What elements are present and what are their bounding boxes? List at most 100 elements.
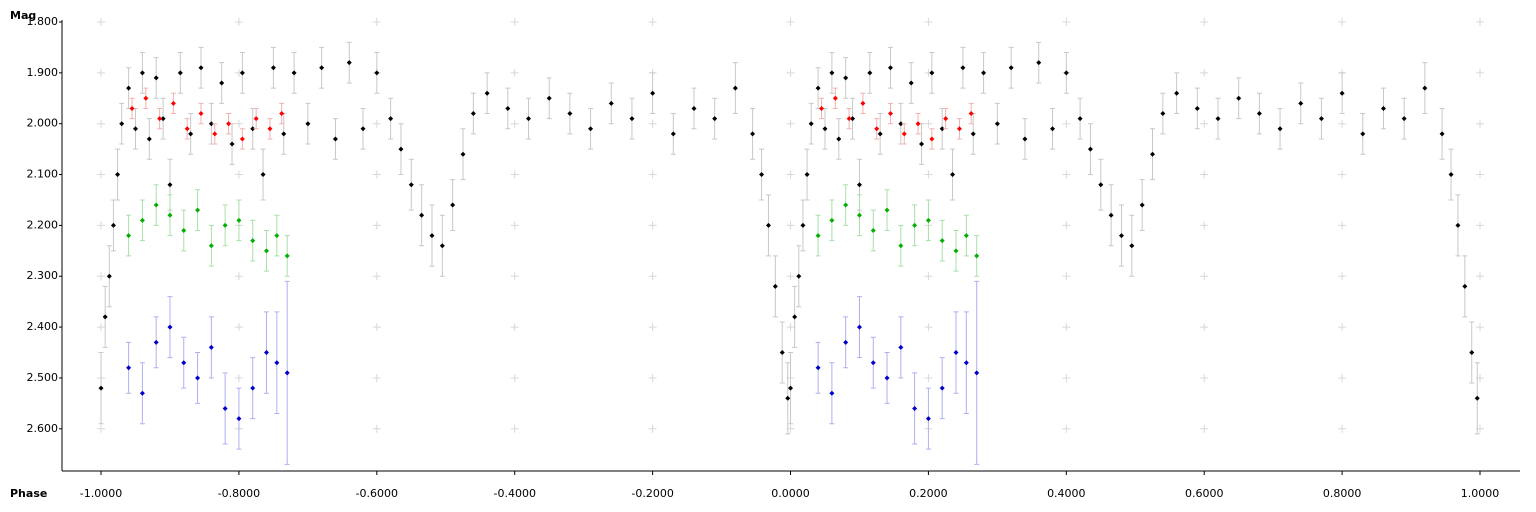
grid-marker — [1200, 170, 1209, 179]
data-point — [953, 350, 959, 356]
grid-marker — [1338, 272, 1347, 281]
data-point — [188, 131, 194, 137]
data-point — [963, 360, 969, 366]
data-point — [1339, 90, 1345, 96]
x-tick-label: 0.6000 — [1185, 487, 1224, 500]
grid-marker — [1062, 18, 1071, 26]
grid-marker — [648, 221, 657, 230]
data-point — [1469, 350, 1475, 356]
data-point — [925, 416, 931, 422]
data-point — [281, 131, 287, 137]
data-point — [102, 314, 108, 320]
grid-marker — [1062, 323, 1071, 332]
grid-marker — [924, 272, 933, 281]
grid-marker — [648, 424, 657, 433]
y-tick-label: 2.000 — [27, 117, 59, 130]
data-point — [670, 131, 676, 137]
data-point — [860, 100, 866, 106]
grid-marker — [1476, 272, 1485, 281]
data-point — [608, 100, 614, 106]
data-point — [1050, 126, 1056, 132]
grid-marker — [648, 18, 657, 26]
data-point — [291, 70, 297, 76]
data-point — [119, 121, 125, 127]
data-point — [939, 238, 945, 244]
data-point — [898, 121, 904, 127]
data-point — [408, 182, 414, 188]
data-point — [815, 233, 821, 239]
grid-marker — [372, 272, 381, 281]
data-point — [836, 136, 842, 142]
data-point — [360, 126, 366, 132]
grid-marker — [924, 119, 933, 128]
data-point — [843, 75, 849, 81]
data-point — [1448, 172, 1454, 178]
grid-marker — [510, 373, 519, 382]
data-point — [887, 111, 893, 117]
grid-marker — [1200, 68, 1209, 77]
grid-marker — [1200, 272, 1209, 281]
data-point — [1455, 222, 1461, 228]
data-point — [1174, 90, 1180, 96]
grid-marker — [786, 18, 795, 26]
data-point — [319, 65, 325, 71]
data-point — [236, 416, 242, 422]
data-point — [919, 141, 925, 147]
grid-marker — [234, 119, 243, 128]
data-point — [115, 172, 121, 178]
data-point — [126, 85, 132, 91]
data-point — [167, 324, 173, 330]
data-point — [963, 233, 969, 239]
grid-marker — [1338, 424, 1347, 433]
grid-marker — [786, 170, 795, 179]
data-point — [212, 131, 218, 137]
y-tick-label: 1.900 — [27, 66, 59, 79]
grid-marker — [924, 373, 933, 382]
data-point — [874, 126, 880, 132]
grid-marker — [1338, 119, 1347, 128]
data-point — [374, 70, 380, 76]
data-point — [98, 385, 104, 391]
grid-marker — [1200, 424, 1209, 433]
data-point — [1194, 105, 1200, 111]
data-point — [177, 70, 183, 76]
data-point — [226, 121, 232, 127]
data-point — [877, 131, 883, 137]
data-point — [832, 95, 838, 101]
data-point — [1150, 151, 1156, 157]
data-point — [250, 126, 256, 132]
data-point — [279, 111, 285, 117]
data-point — [1063, 70, 1069, 76]
grid-marker — [648, 272, 657, 281]
grid-marker — [1476, 18, 1485, 26]
grid-marker — [97, 18, 106, 26]
data-point — [208, 121, 214, 127]
grid-marker — [1338, 18, 1347, 26]
grid-marker — [924, 18, 933, 26]
data-point — [1022, 136, 1028, 142]
data-point — [139, 390, 145, 396]
grid-marker — [786, 323, 795, 332]
x-tick-label: 0.4000 — [1047, 487, 1086, 500]
grid-marker — [372, 221, 381, 230]
data-point — [143, 95, 149, 101]
x-tick-label: -0.2000 — [631, 487, 673, 500]
grid-marker — [510, 18, 519, 26]
grid-marker — [510, 424, 519, 433]
grid-marker — [1476, 170, 1485, 179]
data-point — [181, 360, 187, 366]
data-point — [546, 95, 552, 101]
data-point — [195, 375, 201, 381]
data-point — [1474, 395, 1480, 401]
grid-marker — [648, 323, 657, 332]
grid-marker — [510, 272, 519, 281]
x-tick-label: 1.0000 — [1461, 487, 1500, 500]
data-point — [106, 273, 112, 279]
data-point — [792, 314, 798, 320]
data-point — [867, 70, 873, 76]
data-point — [650, 90, 656, 96]
data-point — [765, 222, 771, 228]
data-point — [898, 243, 904, 249]
data-point — [994, 121, 1000, 127]
